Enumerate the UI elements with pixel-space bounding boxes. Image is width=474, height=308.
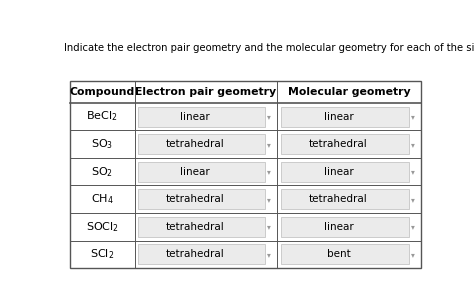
Text: tetrahedral: tetrahedral <box>166 222 225 232</box>
Text: SO$_3$: SO$_3$ <box>91 137 113 151</box>
Text: SO$_2$: SO$_2$ <box>91 165 113 179</box>
Text: linear: linear <box>324 167 354 177</box>
Text: ▾: ▾ <box>411 112 415 121</box>
Bar <box>281 217 410 237</box>
Bar <box>281 189 410 209</box>
Text: ▾: ▾ <box>267 222 271 231</box>
Text: ▾: ▾ <box>267 250 271 259</box>
Text: ▾: ▾ <box>267 140 271 149</box>
Text: Indicate the electron pair geometry and the molecular geometry for each of the s: Indicate the electron pair geometry and … <box>64 43 474 53</box>
Text: CH$_4$: CH$_4$ <box>91 192 113 206</box>
Text: ▾: ▾ <box>411 140 415 149</box>
Text: tetrahedral: tetrahedral <box>309 139 368 149</box>
Text: ▾: ▾ <box>411 250 415 259</box>
Text: linear: linear <box>324 222 354 232</box>
Text: tetrahedral: tetrahedral <box>166 139 225 149</box>
Text: Electron pair geometry: Electron pair geometry <box>135 87 276 97</box>
Bar <box>138 189 265 209</box>
Bar <box>281 107 410 127</box>
Text: linear: linear <box>181 167 210 177</box>
Bar <box>138 217 265 237</box>
Bar <box>138 134 265 154</box>
Text: BeCl$_2$: BeCl$_2$ <box>86 110 118 124</box>
Text: ▾: ▾ <box>411 195 415 204</box>
Text: tetrahedral: tetrahedral <box>166 249 225 259</box>
Text: tetrahedral: tetrahedral <box>309 194 368 204</box>
Text: linear: linear <box>181 111 210 122</box>
Text: bent: bent <box>327 249 350 259</box>
Text: ▾: ▾ <box>411 167 415 176</box>
Text: SCl$_2$: SCl$_2$ <box>90 248 114 261</box>
Text: ▾: ▾ <box>267 195 271 204</box>
Text: ▾: ▾ <box>267 112 271 121</box>
Bar <box>281 162 410 182</box>
Bar <box>138 107 265 127</box>
Bar <box>138 162 265 182</box>
Bar <box>281 134 410 154</box>
Bar <box>138 245 265 264</box>
Text: Compound: Compound <box>69 87 135 97</box>
Text: tetrahedral: tetrahedral <box>166 194 225 204</box>
Text: ▾: ▾ <box>267 167 271 176</box>
Bar <box>281 245 410 264</box>
Text: Molecular geometry: Molecular geometry <box>288 87 410 97</box>
Text: SOCl$_2$: SOCl$_2$ <box>86 220 118 234</box>
Text: ▾: ▾ <box>411 222 415 231</box>
Text: linear: linear <box>324 111 354 122</box>
